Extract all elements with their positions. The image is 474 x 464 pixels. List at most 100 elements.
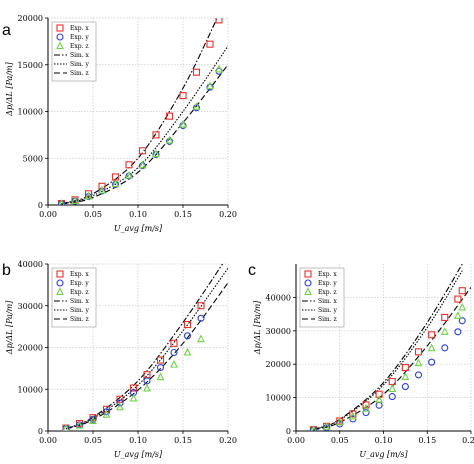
y-tick-label: 10000 [266,394,291,403]
y-tick-label: 0 [38,427,43,436]
x-axis-label: U_avg [m/s] [114,450,163,459]
data-point-expx [152,131,160,139]
data-point-expy [206,83,214,91]
series-line-simz [313,287,471,431]
data-point-expz [362,403,370,412]
data-point-expy [414,371,423,379]
x-tick-label: 0.10 [129,436,147,445]
data-point-expz [458,302,467,311]
x-tick-label: 0.05 [84,436,102,445]
legend-box [51,267,97,328]
y-axis-label: Δp/ΔL [Pa/m] [253,300,262,355]
y-tick-label: 0 [38,201,43,210]
data-point-expz [102,409,111,418]
data-point-expz [322,422,331,431]
data-point-expx [428,331,436,339]
legend-marker [56,270,64,278]
panel-letter: c [248,262,256,279]
x-axis-label: U_avg [m/s] [114,224,163,233]
x-tick-label: 0.00 [39,436,57,445]
x-tick-label: 0.10 [129,210,147,219]
series-line-simx [313,264,463,430]
data-point-expy [375,401,383,409]
data-point-expx [441,313,449,321]
data-point-expx [215,18,223,24]
data-point-expy [170,348,178,357]
y-tick-label: 40000 [18,260,43,269]
legend-marker [56,287,64,296]
y-tick-label: 15000 [18,61,43,70]
data-point-expz [197,334,205,343]
data-point-expx [129,384,138,392]
data-point-expx [138,147,147,155]
data-point-expx [183,320,192,329]
chart-panel-a: 0.00 0.05 0.10 0.15 0.20 0 5000 10000 15000 20000… [2,14,237,233]
y-tick-label: 30000 [266,327,291,336]
data-point-expy [428,358,436,366]
data-point-expz [58,199,65,205]
data-point-expy [454,328,462,336]
data-point-expy [362,409,370,417]
legend-entry: Sim. z [70,316,89,323]
data-point-expx [116,395,124,403]
data-point-expz [75,420,84,429]
x-tick-label: 0.20 [219,210,237,219]
legend-entry: Exp. z [70,289,89,296]
series-line-simy [61,45,228,205]
legend-marker [56,24,64,32]
legend-marker [56,279,64,287]
legend-entry: Sim. z [70,70,89,77]
data-point-expz [414,358,423,367]
y-tick-label: 20000 [18,344,43,353]
plot-area [57,18,228,205]
data-point-expx [98,182,106,190]
legend-entry: Sim. y [318,307,338,314]
data-point-expy [388,393,396,401]
data-point-expz [206,81,214,90]
data-point-expx [165,112,174,120]
x-tick-label: 0.15 [418,436,436,445]
legend-marker [304,270,312,278]
data-point-expx [179,92,187,100]
data-point-expy [102,408,111,416]
data-point-expz [71,196,79,205]
x-tick-label: 0.05 [84,210,102,219]
legend-entry: Sim. x [70,52,90,59]
data-point-expx [170,339,178,347]
series-line-simy [313,270,463,431]
data-point-expz [192,102,201,110]
data-point-expz [310,425,317,431]
plot-area [62,264,228,431]
y-tick-label: 10000 [18,108,43,117]
x-tick-label: 0.05 [331,436,349,445]
data-point-expz [116,402,124,411]
x-tick-label: 0.00 [39,210,57,219]
legend-entry: Exp. y [70,34,89,41]
y-axis-label: Δp/ΔL [Pa/m] [5,300,14,355]
legend-marker [304,287,312,296]
legend-entry: Exp. z [70,43,89,50]
data-point-expz [129,393,138,402]
panel-letter: a [2,22,11,39]
series-line-simz [65,282,228,430]
chart-panel-c: 0.00 0.05 0.10 0.15 0.20 0 10000 20000 30000 4000… [248,262,474,459]
legend-entry: Sim. z [318,316,337,323]
data-point-expx [156,356,165,364]
legend: Exp. x Exp. y Exp. z Sim. x Sim. y Sim. z [51,267,97,328]
data-point-expz [348,411,357,420]
legend-box [299,267,345,328]
data-point-expx [362,401,370,409]
data-point-expz [401,372,410,380]
data-point-expy [116,399,124,407]
data-point-expx [192,68,201,76]
legend-entry: Exp. x [70,271,89,278]
data-point-expx [197,302,205,310]
data-point-expz [111,179,120,188]
data-point-expz [152,149,160,158]
data-point-expz [427,343,436,352]
data-point-expx [143,371,151,379]
data-point-expx [206,40,214,48]
data-point-expx [454,295,462,303]
y-tick-label: 20000 [18,14,43,23]
